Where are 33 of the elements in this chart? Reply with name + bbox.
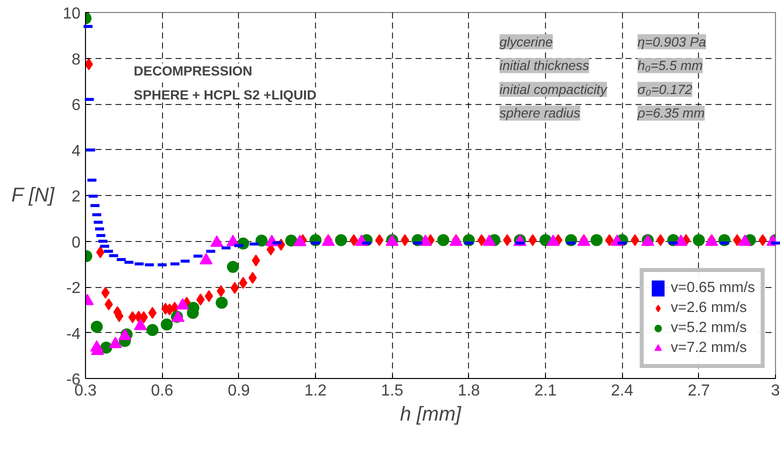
legend-label: v=5.2 mm/s (670, 320, 747, 336)
x-tick-label: 3 (771, 382, 780, 400)
x-axis-title: h [mm] (400, 404, 462, 426)
x-tick-label: 2.4 (611, 382, 634, 400)
x-tick-label: 2.7 (688, 382, 710, 400)
annotation: glycerine (500, 34, 553, 50)
y-tick-label: 6 (72, 97, 81, 114)
y-tick-label: 10 (62, 6, 81, 22)
annotation: sphere radius (500, 106, 581, 121)
annotation: ρ=6.35 mm (636, 106, 705, 121)
legend-label: v=7.2 mm/s (670, 340, 747, 356)
y-tick-label: -2 (66, 280, 81, 297)
annotation: σ₀=0.172 (638, 82, 693, 97)
legend-label: v=0.65 mm/s (670, 280, 755, 296)
x-tick-label: 1.2 (304, 382, 327, 400)
annotation: initial thickness (500, 58, 590, 74)
annotation: h₀=5.5 mm (638, 58, 703, 74)
y-axis-title: F [N] (11, 184, 55, 206)
y-tick-label: 4 (72, 142, 81, 160)
x-tick-label: 1.5 (381, 382, 404, 400)
x-tick-label: 1.8 (458, 382, 480, 400)
annotation: η=0.903 Pa (638, 34, 706, 50)
legend-label: v=2.6 mm/s (670, 300, 747, 316)
y-tick-label: 8 (72, 51, 81, 68)
x-tick-label: 0.6 (151, 382, 174, 400)
annotation: DECOMPRESSION (134, 64, 252, 79)
x-tick-label: 0.9 (228, 382, 250, 400)
y-tick-label: 2 (72, 188, 81, 206)
annotation: SPHERE + HCPL S2 +LIQUID (134, 87, 317, 102)
y-tick-label: 0 (72, 234, 81, 252)
annotation: initial compacticity (500, 82, 608, 97)
y-tick-label: -4 (66, 326, 81, 343)
x-tick-label: 2.1 (534, 382, 557, 400)
